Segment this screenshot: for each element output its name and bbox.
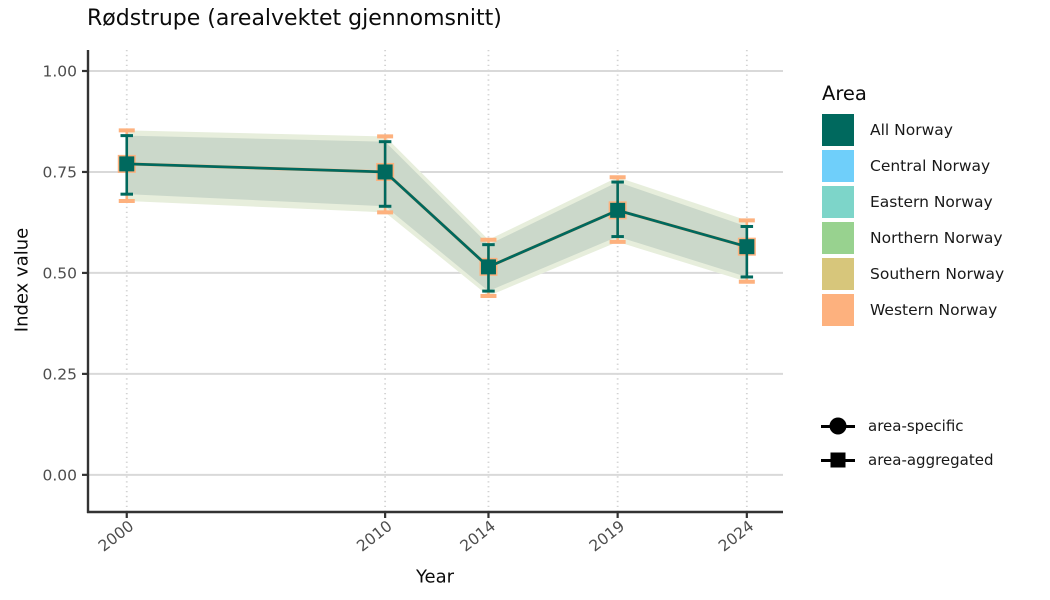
legend-swatch	[822, 222, 854, 254]
legend-item-label: Central Norway	[870, 157, 991, 175]
marker-square-main	[739, 239, 755, 255]
legend-swatch	[822, 258, 854, 290]
legend-item-label: All Norway	[870, 121, 953, 139]
legend-item-label: Western Norway	[870, 301, 998, 319]
legend-shape-item-area-aggregated: area-aggregated	[820, 448, 994, 472]
legend-shape-label: area-aggregated	[868, 451, 994, 469]
circle-marker-icon	[820, 415, 856, 437]
legend-area: Area All Norway Central Norway Eastern N…	[822, 82, 1004, 330]
legend-swatch	[822, 294, 854, 326]
legend-item-western-norway: Western Norway	[822, 294, 1004, 326]
legend-item-eastern-norway: Eastern Norway	[822, 186, 1004, 218]
legend-swatch	[822, 186, 854, 218]
y-tick-label: 0.25	[42, 365, 77, 383]
marker-square-main	[119, 156, 135, 172]
y-axis-title: Index value	[11, 227, 33, 333]
legend-item-all-norway: All Norway	[822, 114, 1004, 146]
x-tick-label: 2014	[457, 517, 499, 555]
y-tick-label: 0.75	[42, 163, 77, 181]
legend-item-label: Southern Norway	[870, 265, 1005, 283]
legend-shape-label: area-specific	[868, 417, 964, 435]
x-tick-label: 2024	[715, 517, 757, 555]
y-tick-label: 0.50	[42, 264, 77, 282]
legend-shape-item-area-specific: area-specific	[820, 414, 994, 438]
chart-title: Rødstrupe (arealvektet gjennomsnitt)	[87, 6, 502, 31]
x-tick-label: 2010	[353, 517, 395, 555]
legend-item-label: Eastern Norway	[870, 193, 993, 211]
legend-item-southern-norway: Southern Norway	[822, 258, 1004, 290]
legend-item-label: Northern Norway	[870, 229, 1003, 247]
x-tick-label: 2000	[95, 517, 137, 555]
x-axis-title: Year	[415, 566, 455, 588]
marker-square-main	[480, 259, 496, 275]
legend-area-title: Area	[822, 82, 867, 105]
legend-item-central-norway: Central Norway	[822, 150, 1004, 182]
y-tick-label: 1.00	[42, 63, 77, 81]
marker-square-main	[377, 164, 393, 180]
legend-swatch	[822, 150, 854, 182]
legend-shape: area-specific area-aggregated	[820, 414, 994, 482]
ribbon-inner-band	[126, 135, 747, 292]
y-tick-label: 0.00	[42, 466, 77, 484]
square-marker-icon	[820, 449, 856, 471]
marker-square-main	[610, 202, 626, 218]
x-tick-label: 2019	[586, 517, 628, 555]
legend-swatch	[822, 114, 854, 146]
legend-item-northern-norway: Northern Norway	[822, 222, 1004, 254]
